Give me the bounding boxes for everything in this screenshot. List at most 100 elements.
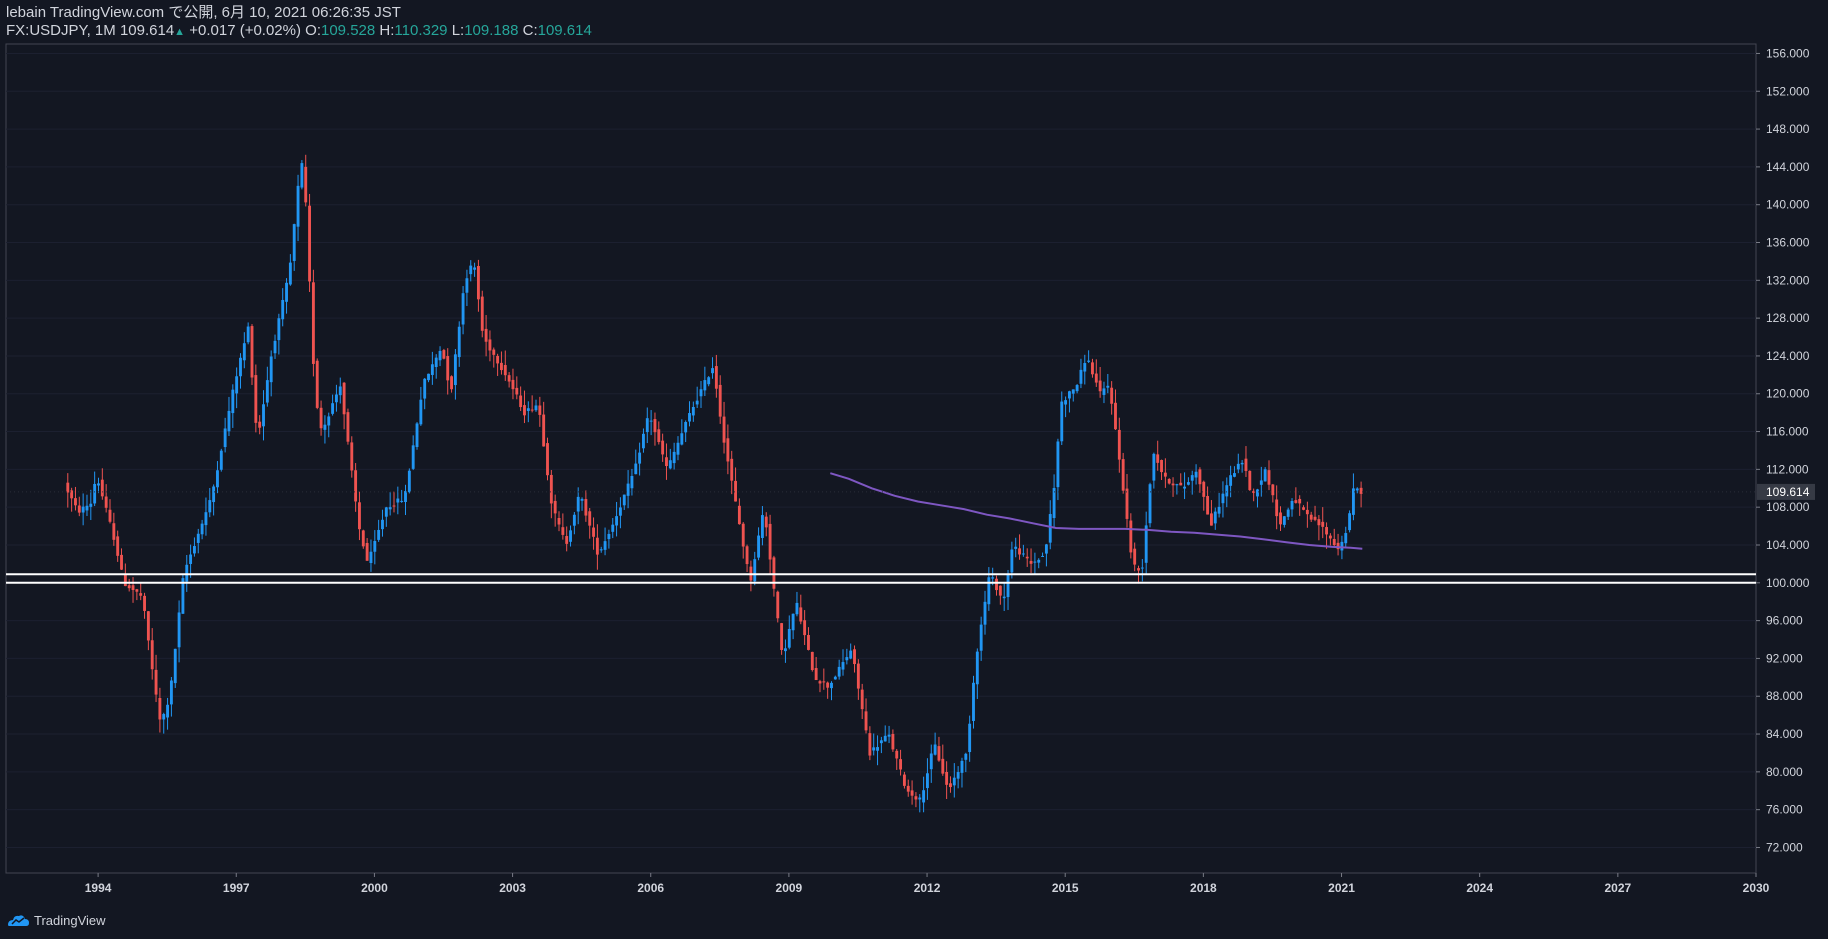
candle-body <box>208 500 212 513</box>
x-tick-label: 2006 <box>637 881 664 895</box>
candle-body <box>1313 516 1317 520</box>
candle-body <box>672 451 676 464</box>
candle-body <box>453 354 457 386</box>
open-value: 109.528 <box>321 22 376 39</box>
candle-body <box>1275 499 1279 517</box>
candle-body <box>108 509 112 522</box>
candle-body <box>93 483 97 504</box>
symbol-label[interactable]: FX:USDJPY, 1M <box>6 22 116 39</box>
candle-body <box>1294 500 1298 503</box>
candle-body <box>323 424 327 430</box>
candle-body <box>1037 559 1041 563</box>
candle-body <box>1144 525 1148 563</box>
candle-body <box>523 405 526 416</box>
candle-body <box>1167 478 1171 484</box>
close-value: 109.614 <box>537 22 592 39</box>
candle-body <box>1321 521 1325 527</box>
candle-body <box>258 421 262 428</box>
candle-body <box>369 551 373 564</box>
y-tick-label: 156.000 <box>1766 46 1810 60</box>
candle-body <box>1190 475 1194 481</box>
candle-body <box>676 442 680 455</box>
candle-body <box>231 389 235 414</box>
candle-body <box>546 443 549 476</box>
y-tick-label: 128.000 <box>1766 311 1810 325</box>
candle-body <box>304 166 308 203</box>
candle-body <box>1041 555 1045 557</box>
candle-body <box>661 440 665 455</box>
candle-body <box>645 418 649 433</box>
footer-brand[interactable]: TradingView <box>34 912 106 928</box>
candle-body <box>699 389 703 397</box>
y-tick-label: 80.000 <box>1766 765 1803 779</box>
candle-body <box>469 265 473 275</box>
candle-body <box>630 475 634 489</box>
candle-body <box>1010 549 1014 573</box>
candle-body <box>691 406 695 416</box>
candle-body <box>407 470 411 493</box>
candle-body <box>1194 471 1198 478</box>
candle-body <box>841 662 845 670</box>
low-label: L: <box>451 22 465 39</box>
y-tick-label: 120.000 <box>1766 387 1810 401</box>
candle-body <box>265 380 269 403</box>
candle-body <box>239 357 242 377</box>
candle-body <box>945 771 949 785</box>
candle-body <box>269 356 273 383</box>
candle-body <box>1102 388 1106 395</box>
y-tick-label: 92.000 <box>1766 651 1803 665</box>
candle-body <box>484 328 488 342</box>
candle-body <box>741 523 745 547</box>
candle-body <box>400 500 404 502</box>
candle-body <box>734 480 737 502</box>
candle-body <box>822 681 826 683</box>
candle-body <box>488 339 492 351</box>
candle-body <box>1279 512 1282 525</box>
candle-body <box>1048 514 1052 543</box>
candle-body <box>1209 513 1213 526</box>
y-tick-label: 76.000 <box>1766 803 1803 817</box>
horizontal-levels[interactable] <box>6 573 1756 584</box>
candle-body <box>185 564 189 582</box>
candle-body <box>910 790 914 796</box>
time-axis[interactable]: 1994 1997 2000 2003 2006 2009 2012 2015 2018 2021… <box>85 873 1770 895</box>
candle-body <box>814 668 818 681</box>
x-tick-label: 2009 <box>776 881 803 895</box>
candle-body <box>388 507 392 510</box>
candle-body <box>615 516 619 526</box>
candle-body <box>1137 568 1140 571</box>
candle-body <box>235 376 239 394</box>
low-value: 109.188 <box>464 22 519 39</box>
candle-body <box>860 689 864 710</box>
candle-body <box>354 470 358 502</box>
candle-body <box>856 663 860 689</box>
x-tick-label: 2015 <box>1052 881 1079 895</box>
candle-body <box>446 356 450 381</box>
y-tick-label: 104.000 <box>1766 538 1810 552</box>
candle-body <box>200 523 204 535</box>
price-axis[interactable]: 72.000 76.000 80.000 84.000 88.000 92.000 96.0… <box>1756 46 1810 854</box>
candle-body <box>415 423 419 448</box>
candle-body <box>1267 470 1271 485</box>
candle-body <box>561 527 565 535</box>
candle-body <box>902 774 906 786</box>
y-tick-label: 112.000 <box>1766 462 1809 476</box>
candle-body <box>703 380 707 391</box>
candle-body <box>1332 538 1336 546</box>
open-label: O: <box>305 22 321 39</box>
candle-body <box>396 498 400 503</box>
candle-body <box>381 519 384 530</box>
candle-body <box>154 669 158 695</box>
candle-body <box>173 648 177 684</box>
candle-body <box>166 704 170 718</box>
candle-body <box>461 293 465 325</box>
candle-body <box>872 747 876 751</box>
candle-body <box>607 533 611 540</box>
candle-body <box>603 541 607 550</box>
candle-body <box>358 502 361 530</box>
x-tick-label: 2027 <box>1604 881 1631 895</box>
candle-body <box>342 382 346 415</box>
y-tick-label: 88.000 <box>1766 689 1803 703</box>
candle-body <box>476 265 480 300</box>
